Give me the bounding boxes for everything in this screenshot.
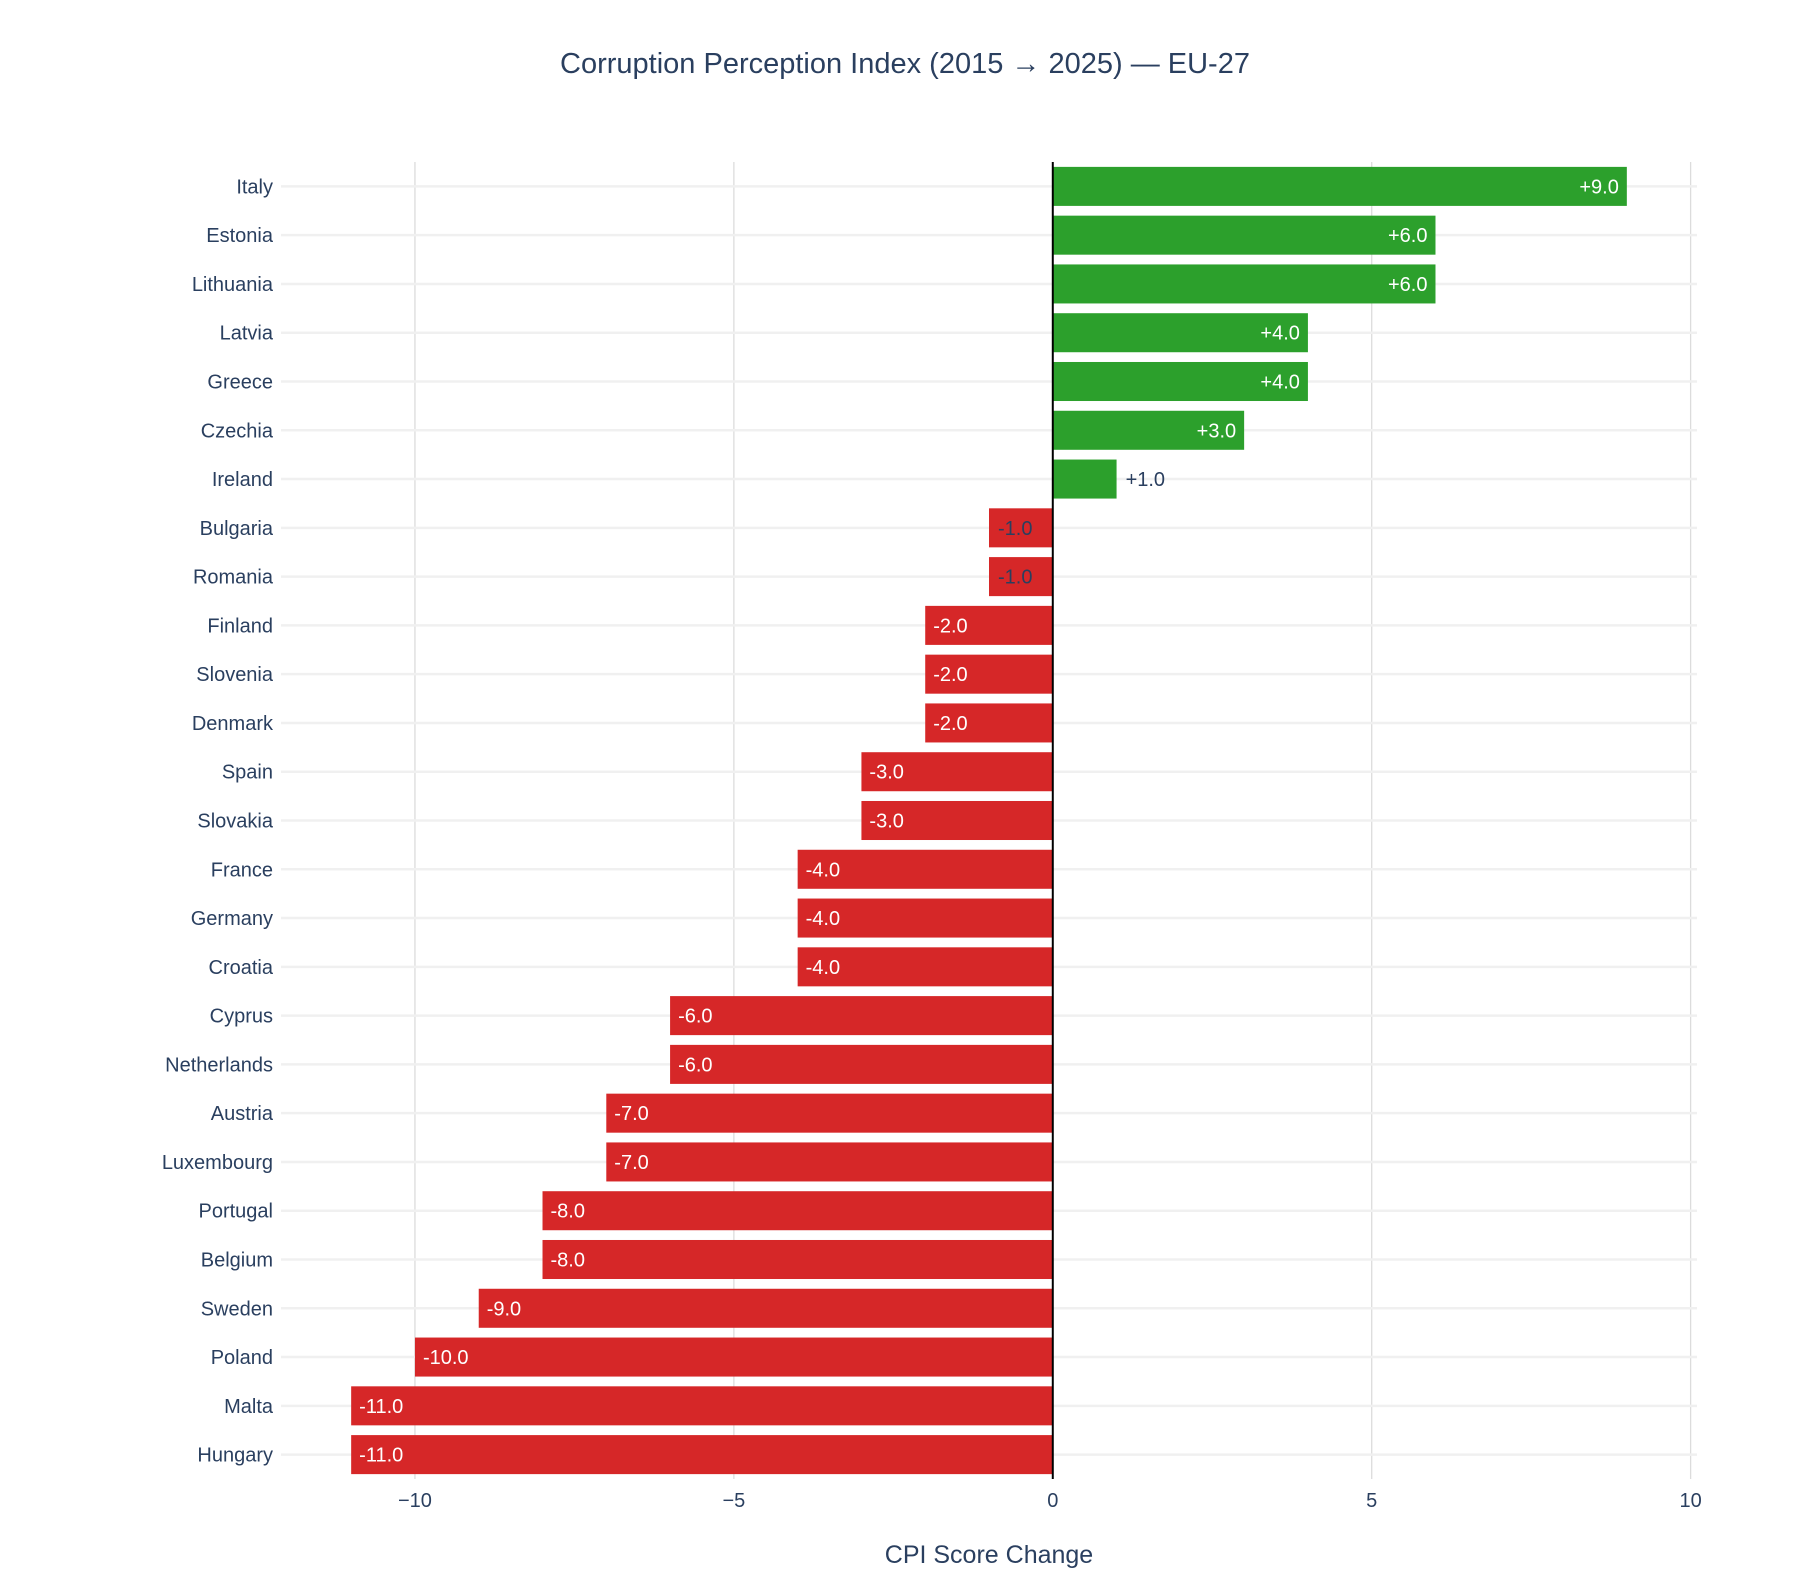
y-tick-label: Portugal [199, 1201, 274, 1223]
data-label: -2.0 [933, 664, 967, 686]
bar-france [797, 849, 1053, 889]
y-tick-label: Croatia [209, 957, 274, 979]
y-tick-label: Latvia [220, 323, 274, 345]
data-label: -7.0 [614, 1103, 648, 1125]
data-label: +9.0 [1579, 176, 1618, 198]
bar-estonia [1052, 215, 1436, 255]
bar-greece [1052, 361, 1308, 402]
data-label: -4.0 [806, 957, 840, 979]
y-tick-label: Malta [224, 1396, 274, 1418]
bar-italy [1052, 166, 1627, 206]
data-label: -10.0 [423, 1347, 469, 1369]
y-tick-label: Spain [222, 762, 273, 784]
y-tick-label: Slovenia [196, 664, 274, 686]
data-label: +3.0 [1197, 420, 1236, 442]
bar-romania [989, 557, 1053, 597]
y-tick-label: Austria [211, 1103, 274, 1125]
bar-luxembourg [606, 1142, 1053, 1182]
y-tick-label: Greece [207, 372, 273, 394]
y-tick-label: Luxembourg [162, 1152, 273, 1174]
data-label: -11.0 [359, 1445, 403, 1467]
data-label: -9.0 [487, 1298, 521, 1320]
bar-belgium [542, 1239, 1053, 1280]
data-label: +4.0 [1260, 372, 1299, 394]
bar-latvia [1052, 313, 1308, 353]
x-tick-label: −5 [722, 1490, 745, 1512]
y-tick-label: Italy [236, 176, 273, 198]
bar-malta [351, 1386, 1053, 1426]
x-tick-label: 0 [1047, 1490, 1058, 1512]
bar-ireland [1052, 459, 1117, 499]
x-tick-label: 5 [1366, 1490, 1377, 1512]
bar-lithuania [1052, 264, 1436, 304]
x-tick-label: 10 [1679, 1490, 1701, 1512]
data-label: -8.0 [551, 1201, 585, 1223]
bar-cyprus [670, 996, 1053, 1036]
data-label: +1.0 [1126, 469, 1165, 491]
bar-slovenia [925, 654, 1053, 694]
bar-czechia [1052, 410, 1245, 450]
y-tick-label: Denmark [192, 713, 274, 735]
y-tick-label: Ireland [212, 469, 273, 491]
data-label: -4.0 [806, 859, 840, 881]
bar-hungary [351, 1435, 1053, 1475]
bar-croatia [797, 947, 1053, 987]
data-label: -3.0 [869, 762, 903, 784]
bar-bulgaria [989, 508, 1053, 548]
data-label: +4.0 [1260, 323, 1299, 345]
data-label: -6.0 [678, 1054, 712, 1076]
y-tick-label: Finland [207, 615, 273, 637]
y-tick-label: Belgium [201, 1250, 273, 1272]
data-label: -8.0 [551, 1250, 585, 1272]
bar-germany [797, 898, 1053, 938]
bar-finland [925, 605, 1053, 645]
data-label: -1.0 [998, 518, 1032, 540]
y-tick-label: Poland [211, 1347, 273, 1369]
data-label: +6.0 [1388, 225, 1427, 247]
y-tick-label: Germany [191, 908, 273, 930]
y-tick-label: Lithuania [192, 274, 274, 296]
y-tick-label: Sweden [201, 1298, 273, 1320]
y-tick-label: Czechia [201, 420, 274, 442]
bar-netherlands [670, 1044, 1053, 1084]
y-tick-label: Netherlands [165, 1054, 273, 1076]
y-tick-label: Estonia [206, 225, 274, 247]
data-label: -11.0 [359, 1396, 403, 1418]
data-label: +6.0 [1388, 274, 1427, 296]
bar-slovakia [861, 800, 1053, 841]
data-label: -4.0 [806, 908, 840, 930]
data-label: -3.0 [869, 811, 903, 833]
y-tick-label: Cyprus [210, 1006, 273, 1028]
y-tick-label: Slovakia [197, 811, 273, 833]
bar-spain [861, 752, 1053, 792]
bar-sweden [478, 1288, 1053, 1328]
bar-denmark [925, 703, 1053, 743]
y-tick-label: France [211, 859, 273, 881]
bar-austria [606, 1093, 1053, 1133]
y-tick-label: Romania [193, 567, 274, 589]
chart-title: Corruption Perception Index (2015 → 2025… [560, 48, 1250, 80]
data-label: -1.0 [998, 567, 1032, 589]
x-tick-label: −10 [398, 1490, 432, 1512]
data-label: -7.0 [614, 1152, 648, 1174]
x-axis-title: CPI Score Change [885, 1541, 1093, 1569]
y-tick-label: Hungary [197, 1445, 273, 1467]
data-label: -2.0 [933, 615, 967, 637]
bar-poland [414, 1337, 1053, 1377]
data-label: -2.0 [933, 713, 967, 735]
y-tick-label: Bulgaria [200, 518, 274, 540]
data-label: -6.0 [678, 1006, 712, 1028]
bar-portugal [542, 1191, 1053, 1231]
